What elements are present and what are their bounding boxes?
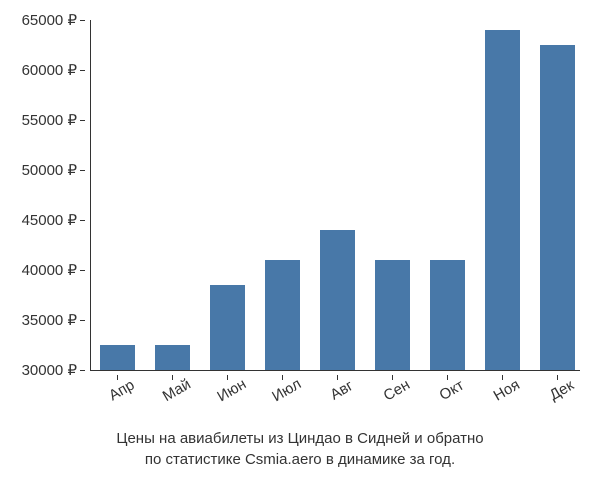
y-tick-mark [80,20,85,21]
chart-caption: Цены на авиабилеты из Циндао в Сидней и … [0,428,600,470]
y-tick-label: 30000 ₽ [22,361,77,379]
x-axis: АпрМайИюнИюлАвгСенОктНояДек [90,375,580,425]
y-tick-label: 50000 ₽ [22,161,77,179]
plot-area [90,20,580,370]
bar [100,345,135,370]
x-labels: АпрМайИюнИюлАвгСенОктНояДек [90,383,580,400]
y-tick-label: 60000 ₽ [22,61,77,79]
y-tick-label: 55000 ₽ [22,111,77,129]
bar [485,30,520,370]
bars-group [90,20,580,370]
y-tick-mark [80,320,85,321]
y-tick-mark [80,270,85,271]
bar [265,260,300,370]
chart-container: 30000 ₽ 35000 ₽ 40000 ₽ 45000 ₽ 50000 ₽ 55000… [0,10,600,430]
bar [155,345,190,370]
bar [430,260,465,370]
y-tick-label: 45000 ₽ [22,211,77,229]
y-tick-mark [80,170,85,171]
bar [320,230,355,370]
y-tick-mark [80,120,85,121]
y-axis: 30000 ₽35000 ₽40000 ₽45000 ₽50000 ₽55000… [0,20,85,370]
bar [210,285,245,370]
y-tick-label: 40000 ₽ [22,261,77,279]
y-tick-mark [80,220,85,221]
y-tick-label: 35000 ₽ [22,311,77,329]
y-tick-label: 65000 ₽ [22,11,77,29]
x-axis-line [90,370,580,371]
bar [375,260,410,370]
caption-line-1: Цены на авиабилеты из Циндао в Сидней и … [0,428,600,449]
caption-line-2: по статистике Csmia.aero в динамике за г… [0,449,600,470]
y-tick-mark [80,370,85,371]
bar [540,45,575,370]
y-tick-mark [80,70,85,71]
